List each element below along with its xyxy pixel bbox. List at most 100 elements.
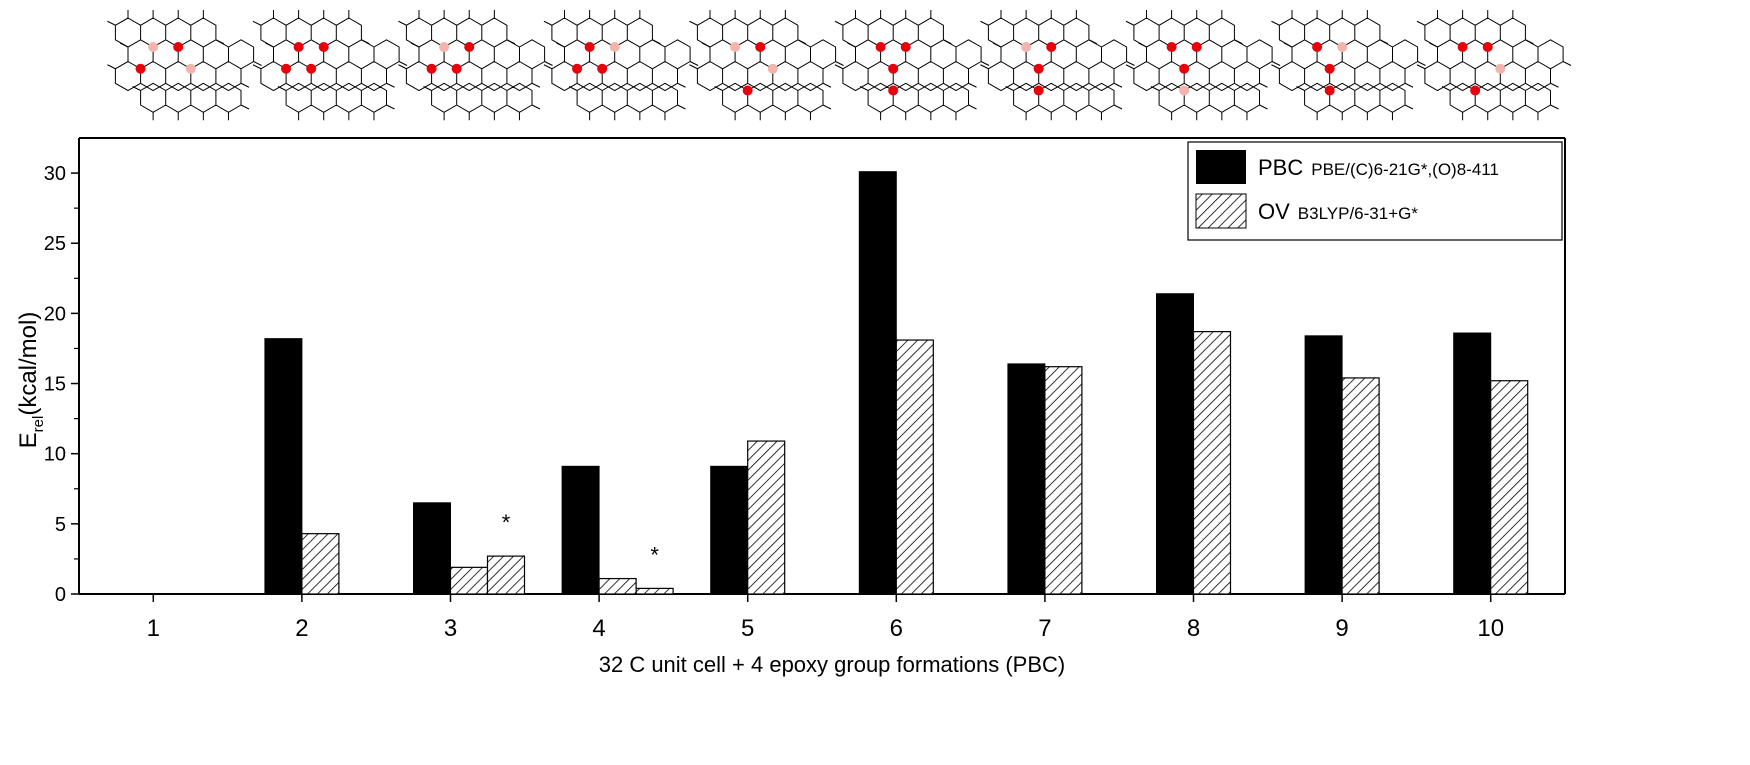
bar-pbc-8 [1156,293,1194,595]
oxygen-dot [1166,42,1177,52]
bar-ov-7 [1044,366,1083,595]
graphene-lattice [696,17,837,113]
oxygen-dot [1324,85,1335,96]
lattice-stubs [252,10,408,121]
oxygen-dot [464,42,475,52]
x-tick-label: 4 [592,615,605,642]
asterisk-marker: * [502,510,511,535]
oxygen-dot [572,63,583,74]
legend-swatch-ov [1195,193,1247,229]
bar-ov-extra-4 [635,587,674,595]
bar-ov-4 [598,577,637,595]
x-tick-label: 9 [1335,615,1348,642]
x-tick-label: 2 [295,615,308,642]
lattice-stubs [1416,10,1572,121]
structure-6 [834,10,990,121]
bar-ov-10 [1490,380,1529,595]
legend-series-method: B3LYP/6-31+G* [1298,204,1419,223]
structure-9 [1271,10,1426,121]
graphene-lattice [114,17,255,113]
bar-ov-8 [1192,331,1232,595]
structure-4 [543,10,699,121]
oxygen-dot [1312,42,1323,52]
faded-oxygen-dot [439,42,450,52]
oxygen-dot [1457,42,1468,52]
oxygen-dot [1470,85,1481,96]
oxygen-dot [888,85,899,96]
faded-oxygen-dot [1337,42,1348,52]
faded-oxygen-dot [148,42,159,52]
x-tick-label: 6 [890,615,903,642]
oxygen-dot [451,63,462,74]
bar-pbc-6 [858,171,897,595]
y-axis-title: Erel(kcal/mol) [15,312,47,449]
structure-10 [1416,10,1572,121]
structure-3 [398,10,553,121]
faded-oxygen-dot [730,42,741,52]
lattice-stubs [1271,10,1426,121]
bars [264,171,1529,595]
bar-pbc-9 [1304,335,1343,595]
legend: PBC PBE/(C)6-21G*,(O)8-411 OV B3LYP/6-31+G* [1187,141,1563,241]
y-axis-title-unit: (kcal/mol) [15,312,42,416]
x-tick-label: 7 [1038,615,1051,642]
faded-oxygen-dot [185,63,196,74]
legend-label-ov: OV B3LYP/6-31+G* [1258,199,1418,224]
faded-oxygen-dot [1495,63,1506,74]
y-axis-title-main: E [15,432,42,448]
graphene-lattice [405,17,546,113]
structure-1 [107,10,262,121]
x-tick-label: 1 [147,615,160,642]
faded-oxygen-dot [1021,42,1032,52]
bar-pbc-3 [413,502,451,595]
legend-label-pbc: PBC PBE/(C)6-21G*,(O)8-411 [1258,155,1499,180]
y-tick-label: 5 [55,514,66,536]
lattice-stubs [980,10,1135,121]
bar-ov-extra-3 [486,555,526,595]
graphene-lattice [842,17,982,113]
bar-ov-2 [301,533,340,595]
labels: 0 5 10 15 20 25 30 1 2 3 4 5 6 7 8 9 10 32 C unit cell + … [15,163,1504,677]
x-tick-label: 5 [741,615,754,642]
legend-series-name: OV [1258,199,1290,224]
legend-box [1187,141,1563,241]
oxygen-dot [875,42,886,52]
faded-oxygen-dot [767,63,778,74]
y-tick-label: 30 [44,163,66,185]
oxygen-dot [1046,42,1057,52]
lattice-stubs [107,10,262,121]
y-axis-title-sub: rel [30,416,47,433]
oxygen-dot [281,63,292,74]
structures-row [107,10,1572,121]
legend-series-method: PBE/(C)6-21G*,(O)8-411 [1311,160,1499,179]
lattice-stubs [1125,10,1281,121]
graphene-lattice [1424,17,1564,113]
bar-ov-9 [1341,377,1380,595]
oxygen-dot [1324,63,1335,74]
oxygen-dot [293,42,304,52]
oxygen-dot [584,42,595,52]
oxygen-dot [135,63,146,74]
legend-swatch-pbc [1196,150,1246,184]
structure-5 [689,10,844,121]
bar-pbc-4 [561,465,600,595]
structure-7 [980,10,1135,121]
faded-oxygen-dot [609,42,620,52]
graphene-lattice [987,17,1128,113]
bar-pbc-10 [1453,332,1492,595]
x-tick-label: 3 [444,615,457,642]
x-axis-title: 32 C unit cell + 4 epoxy group formation… [599,652,1066,677]
lattice-stubs [834,10,990,121]
oxygen-dot [1191,42,1202,52]
oxygen-dot [742,85,753,96]
oxygen-dot [900,42,911,52]
bar-pbc-2 [264,338,303,595]
oxygen-dot [1033,63,1044,74]
x-tick-label: 10 [1477,615,1504,642]
legend-series-name: PBC [1258,155,1303,180]
y-tick-label: 25 [44,233,66,255]
lattice-stubs [689,10,844,121]
bar-pbc-7 [1007,363,1046,595]
oxygen-dot [173,42,184,52]
